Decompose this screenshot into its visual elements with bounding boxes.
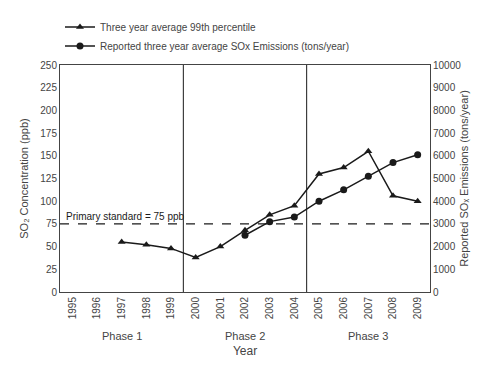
svg-text:175: 175 bbox=[40, 128, 57, 139]
svg-text:Reported SOₓ Emissions (tons/y: Reported SOₓ Emissions (tons/year) bbox=[458, 90, 470, 267]
svg-text:Three year average 99th percen: Three year average 99th percentile bbox=[100, 22, 256, 33]
svg-text:1997: 1997 bbox=[116, 297, 127, 320]
svg-text:100: 100 bbox=[40, 196, 57, 207]
svg-text:1998: 1998 bbox=[141, 297, 152, 320]
svg-text:1000: 1000 bbox=[433, 264, 456, 275]
svg-text:Phase 2: Phase 2 bbox=[225, 330, 265, 342]
svg-text:50: 50 bbox=[46, 241, 58, 252]
svg-text:1999: 1999 bbox=[165, 297, 176, 320]
svg-text:9000: 9000 bbox=[433, 82, 456, 93]
svg-text:0: 0 bbox=[433, 287, 439, 298]
svg-text:25: 25 bbox=[46, 264, 58, 275]
svg-text:3000: 3000 bbox=[433, 218, 456, 229]
svg-text:2008: 2008 bbox=[387, 297, 398, 320]
svg-text:Reported three year average SO: Reported three year average SOx Emission… bbox=[100, 41, 349, 52]
svg-text:2000: 2000 bbox=[433, 241, 456, 252]
svg-text:6000: 6000 bbox=[433, 150, 456, 161]
svg-text:250: 250 bbox=[40, 60, 57, 71]
svg-text:200: 200 bbox=[40, 105, 57, 116]
svg-text:2005: 2005 bbox=[313, 297, 324, 320]
svg-text:2000: 2000 bbox=[190, 297, 201, 320]
svg-text:1995: 1995 bbox=[67, 297, 78, 320]
svg-text:Primary standard = 75 ppb: Primary standard = 75 ppb bbox=[66, 211, 185, 222]
svg-text:75: 75 bbox=[46, 218, 58, 229]
svg-text:225: 225 bbox=[40, 82, 57, 93]
svg-text:5000: 5000 bbox=[433, 173, 456, 184]
svg-text:2002: 2002 bbox=[239, 297, 250, 320]
svg-text:Phase 3: Phase 3 bbox=[348, 330, 388, 342]
svg-text:Phase 1: Phase 1 bbox=[102, 330, 142, 342]
svg-text:2001: 2001 bbox=[215, 297, 226, 320]
svg-text:2007: 2007 bbox=[363, 297, 374, 320]
svg-text:125: 125 bbox=[40, 173, 57, 184]
svg-text:4000: 4000 bbox=[433, 196, 456, 207]
svg-text:2009: 2009 bbox=[412, 297, 423, 320]
svg-text:Year: Year bbox=[233, 344, 257, 358]
svg-text:2004: 2004 bbox=[289, 297, 300, 320]
svg-text:7000: 7000 bbox=[433, 128, 456, 139]
svg-text:2006: 2006 bbox=[338, 297, 349, 320]
svg-text:SO₂ Concentration (ppb): SO₂ Concentration (ppb) bbox=[18, 118, 30, 238]
svg-text:10000: 10000 bbox=[433, 60, 461, 71]
svg-text:8000: 8000 bbox=[433, 105, 456, 116]
svg-text:0: 0 bbox=[51, 287, 57, 298]
svg-text:2003: 2003 bbox=[264, 297, 275, 320]
svg-text:1996: 1996 bbox=[91, 297, 102, 320]
svg-text:150: 150 bbox=[40, 150, 57, 161]
